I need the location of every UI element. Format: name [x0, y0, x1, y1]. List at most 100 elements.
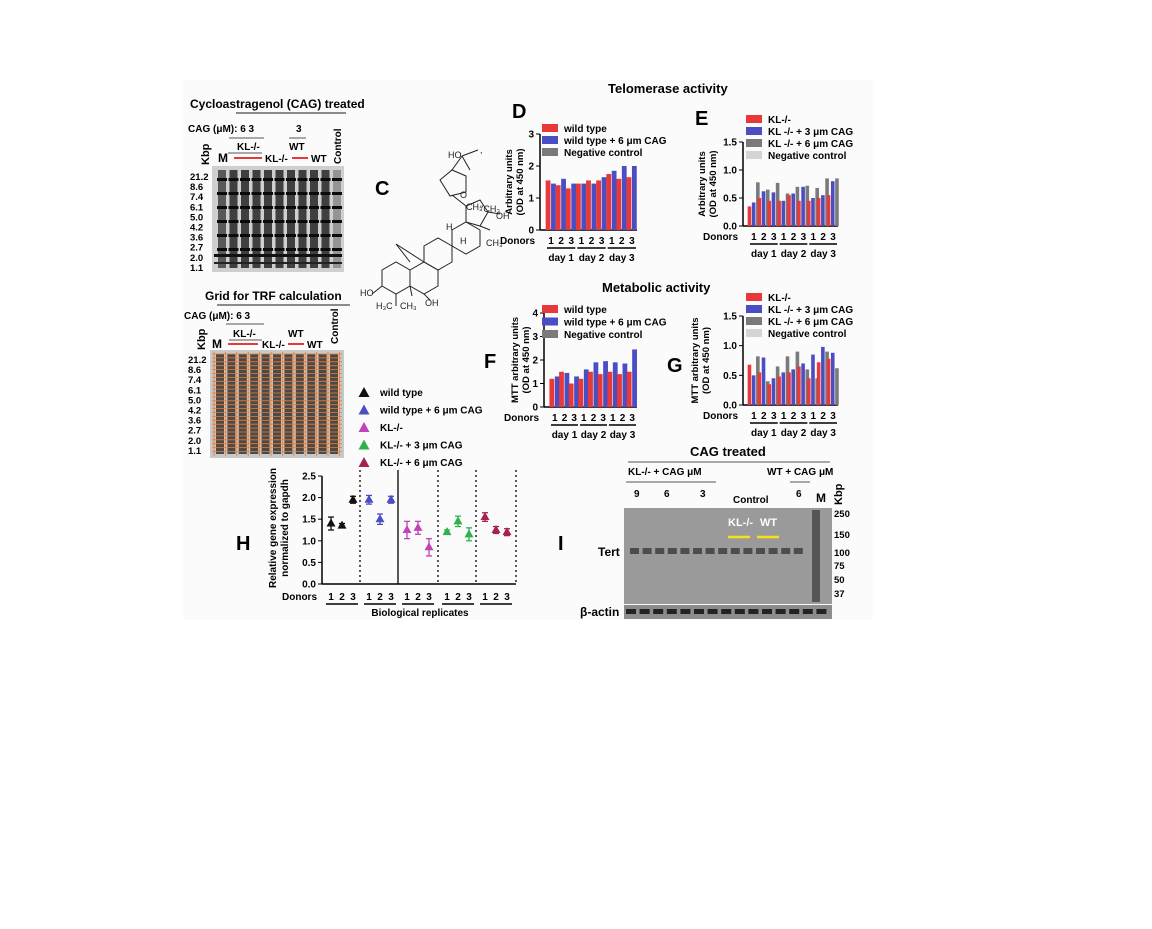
donor-number: 2 [558, 236, 564, 247]
legend-label: wild type [563, 124, 607, 135]
legend-swatch [746, 293, 762, 301]
bar-f [607, 371, 613, 407]
legend-label: Negative control [768, 151, 847, 162]
bar-g [751, 375, 756, 405]
kl-cag-group-label: KL-/- + CAG μM [628, 467, 702, 478]
blot-a-ladder-9: 1.1 [190, 263, 204, 274]
legend-swatch [746, 317, 762, 325]
actin-band [707, 609, 718, 614]
y-tick-label: 1.0 [723, 166, 737, 177]
bar-d [581, 183, 587, 230]
blot-a-band [286, 192, 296, 195]
day-label: day 1 [552, 430, 578, 441]
bar-g [821, 346, 825, 405]
actin-label: β-actin [580, 605, 619, 619]
blot-a-band [263, 178, 273, 181]
tert-band [655, 548, 665, 554]
blot-a-band [332, 220, 342, 223]
donor-number: 2 [820, 411, 826, 422]
tert-band [642, 548, 652, 554]
donors-label: Donors [703, 232, 738, 243]
kbp-label-i: Kbp [833, 483, 845, 505]
blot-a-band [263, 234, 273, 237]
actin-band [775, 609, 786, 614]
legend-label: Negative control [564, 330, 643, 341]
y-tick-label: 0.0 [723, 401, 737, 412]
y-axis-label-2: (OD at 450 nm) [515, 148, 526, 215]
tert-band [667, 548, 677, 554]
donor-number: 2 [339, 592, 345, 603]
day-label: day 1 [751, 428, 777, 439]
y-tick-label: 2 [528, 162, 534, 173]
y-axis-label: MTT arbitrary units [510, 317, 521, 403]
bar-e [767, 200, 772, 226]
blot-a-band [309, 234, 319, 237]
actin-band [666, 609, 677, 614]
blot-a-ladder-5: 4.2 [190, 223, 203, 234]
data-point [480, 512, 490, 521]
actin-band [680, 609, 691, 614]
blot-a-band [274, 206, 285, 209]
legend-label: wild type + 6 μm CAG [563, 318, 667, 329]
tert-band [793, 548, 803, 554]
svg-text:''CH₃: ''CH₃ [480, 204, 500, 214]
panel-i-letter: I [558, 533, 564, 555]
donor-number: 1 [810, 232, 816, 243]
bar-e [791, 193, 795, 226]
legend-swatch [746, 329, 762, 337]
donor-number: 2 [562, 413, 568, 424]
actin-band [789, 609, 800, 614]
bar-d [631, 166, 637, 230]
bar-d [575, 183, 581, 230]
legend-label: KL-/- [768, 293, 791, 304]
y-tick-label: 1.0 [302, 536, 316, 547]
legend-swatch [542, 330, 558, 338]
donor-number: 3 [350, 592, 356, 603]
bar-d [571, 183, 577, 230]
legend-marker [358, 439, 370, 450]
tert-band [693, 548, 702, 554]
blot-a-ladder-2: 7.4 [190, 192, 204, 203]
bar-e [787, 195, 791, 226]
y-axis-label: Arbitrary units [504, 149, 515, 214]
tert-band [718, 548, 728, 554]
tert-label: Tert [598, 545, 620, 559]
bar-f [588, 371, 593, 407]
tert-band [730, 548, 740, 554]
donor-number: 1 [751, 411, 757, 422]
actin-band [639, 609, 650, 614]
donor-number: 1 [579, 236, 585, 247]
donor-number: 3 [600, 413, 606, 424]
panel-a-title: Cycloastragenol (CAG) treated [190, 97, 365, 111]
blot-a-band [274, 248, 285, 251]
panel-f-letter: F [484, 351, 496, 373]
donor-number: 3 [629, 413, 635, 424]
bar-g [761, 357, 766, 405]
bar-f [578, 378, 584, 407]
legend-label: KL -/- + 3 μm CAG [768, 305, 853, 316]
blot-b-lane [284, 354, 293, 454]
bar-e [801, 186, 805, 226]
bar-f [617, 374, 622, 407]
blot-b-lane [273, 354, 281, 454]
bar-f [564, 372, 570, 407]
donor-number: 1 [610, 413, 616, 424]
actin-band [816, 609, 827, 614]
donor-number: 2 [820, 232, 826, 243]
blot-a-lane [310, 170, 318, 268]
blot-a-lane [321, 170, 330, 268]
actin-band [762, 609, 772, 614]
blot-a-band [332, 206, 342, 209]
panel-d-letter: D [512, 101, 526, 123]
legend-label: KL -/- + 6 μm CAG [768, 139, 853, 150]
donor-number: 1 [552, 413, 558, 424]
y-tick-label: 0.0 [302, 580, 316, 591]
marker-lane-label-i: M [816, 491, 826, 505]
bar-f [626, 371, 632, 407]
donor-number: 3 [830, 411, 836, 422]
day-label: day 2 [781, 428, 807, 439]
blot-b-lane [250, 354, 259, 454]
legend-label: KL-/- [380, 423, 403, 434]
blot-a-band [309, 178, 319, 181]
data-point [364, 494, 374, 503]
